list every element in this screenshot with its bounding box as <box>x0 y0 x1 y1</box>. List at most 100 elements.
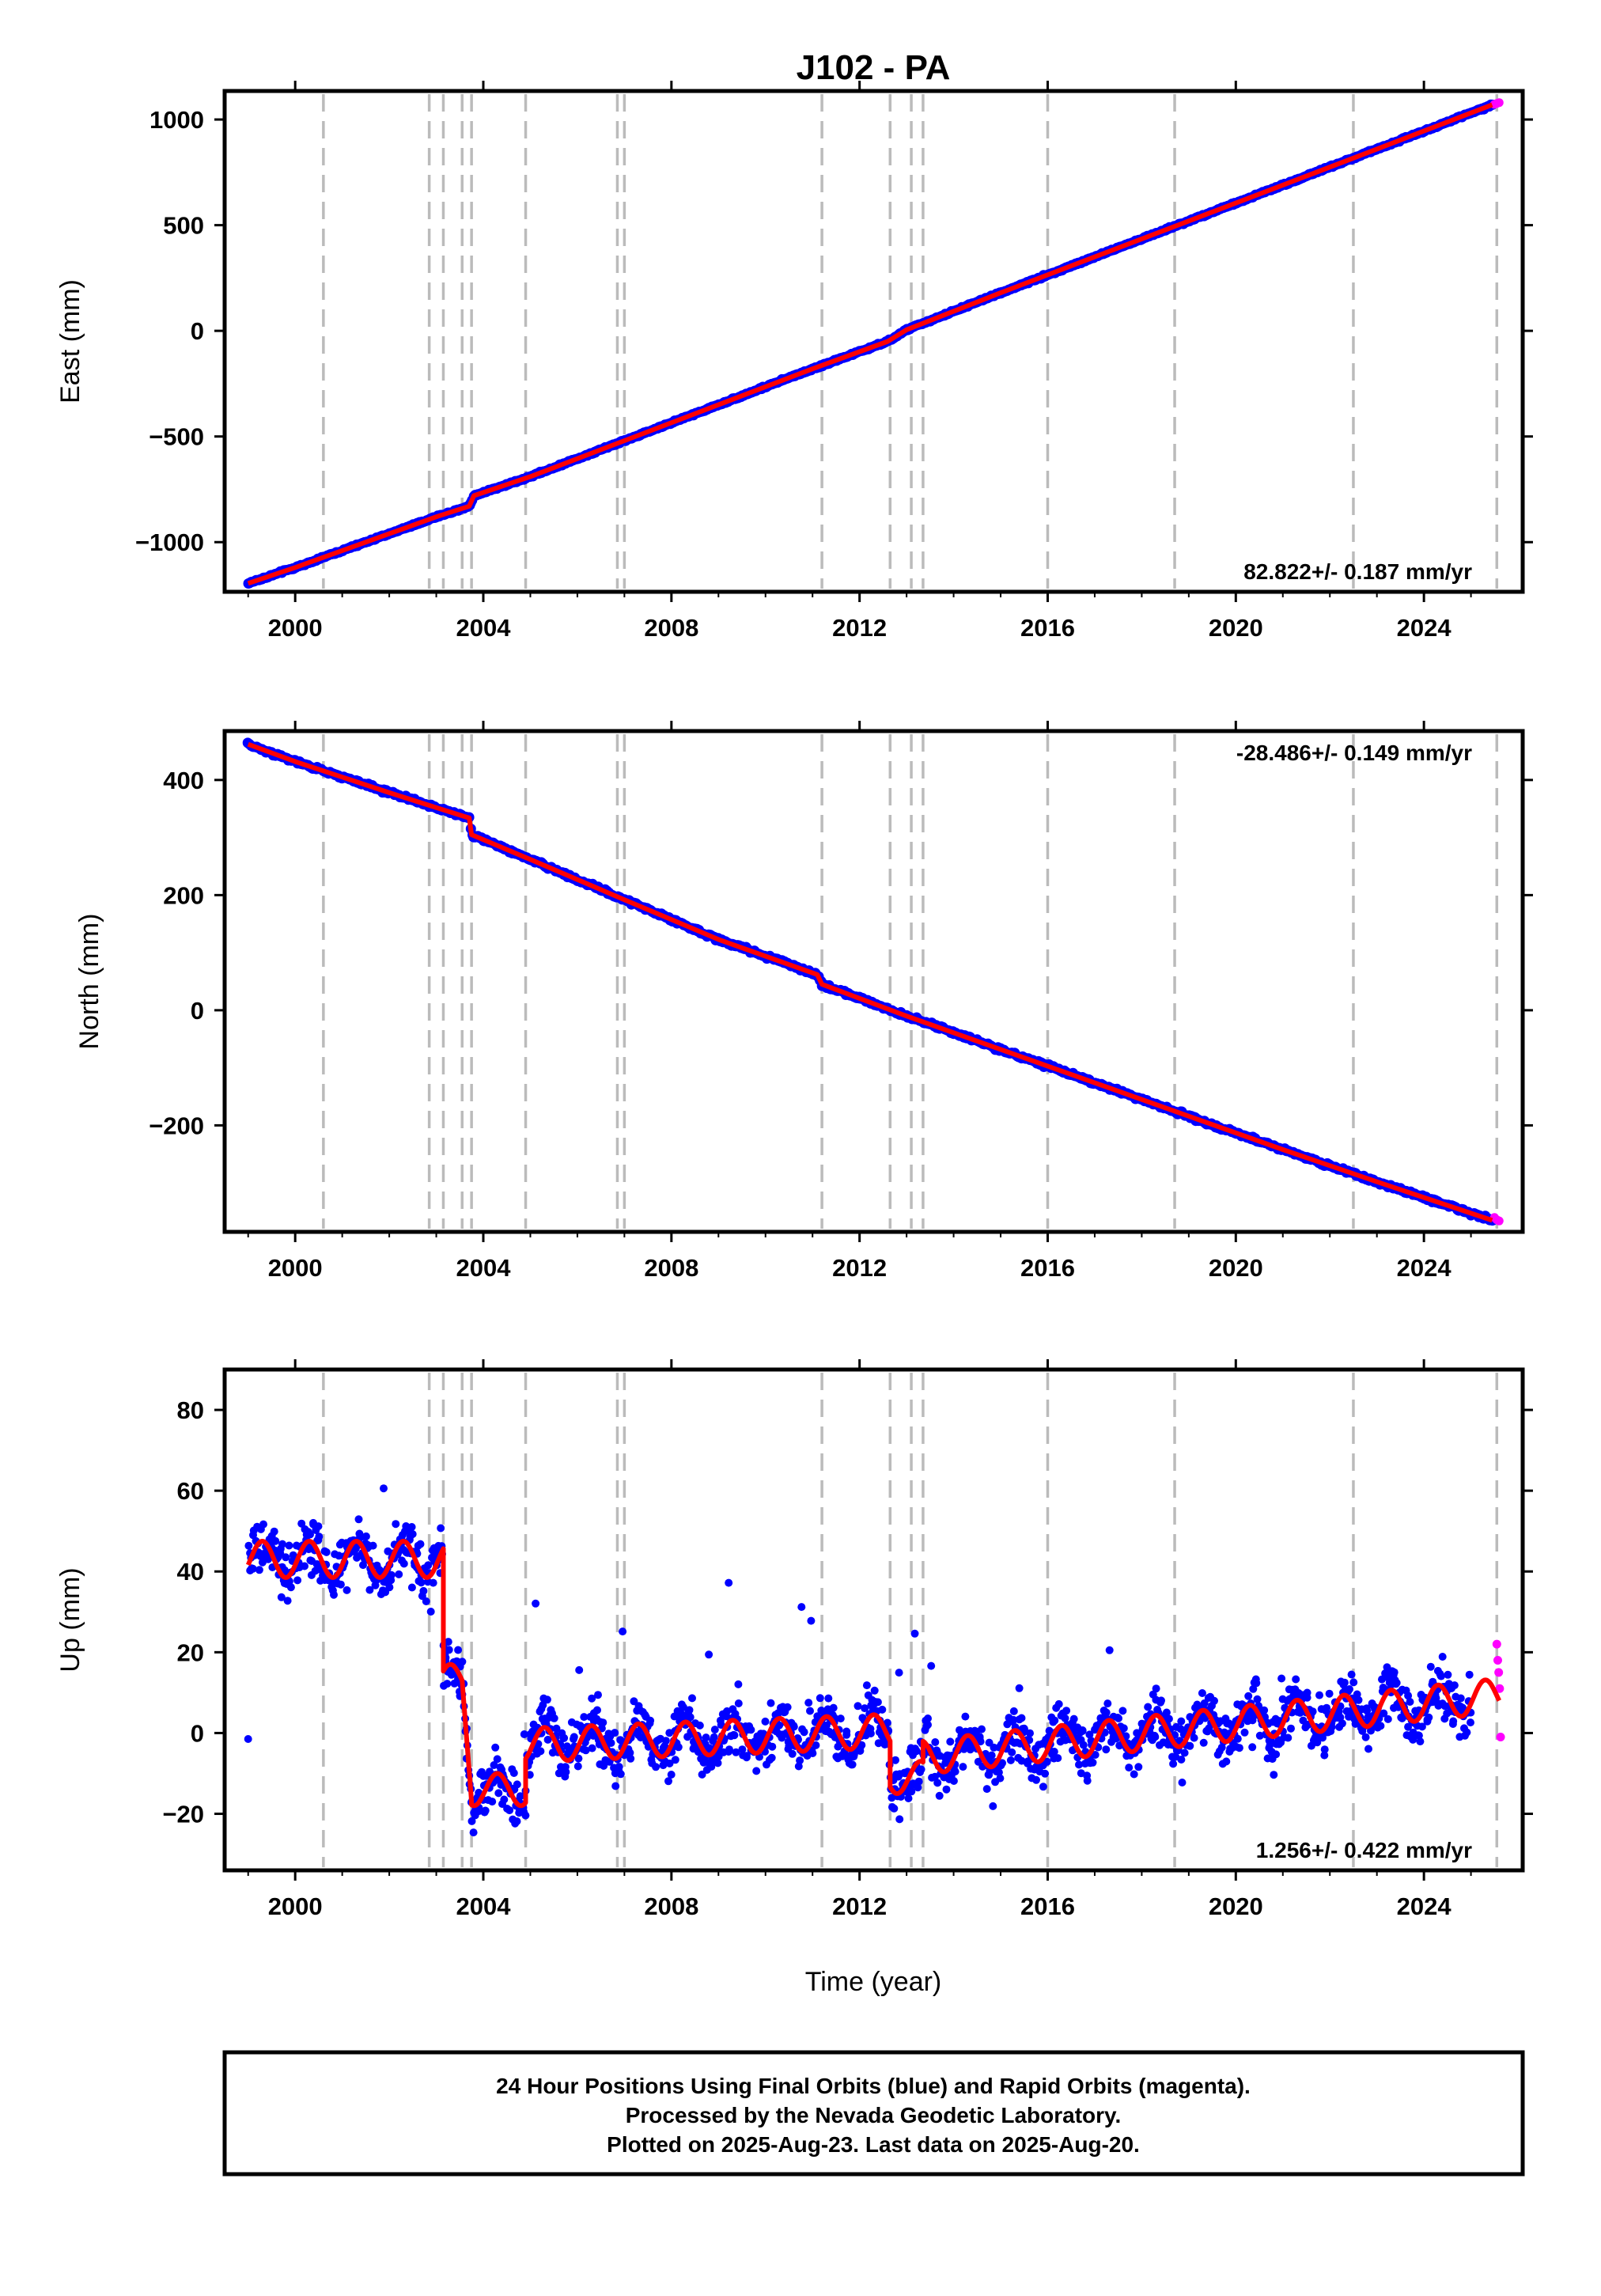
up-final-point <box>829 1703 838 1712</box>
up-final-point <box>513 1817 521 1825</box>
up-final-point <box>949 1777 958 1785</box>
up-panel-frame <box>222 1367 1525 1873</box>
north-x-tick-label: 2008 <box>644 1254 698 1282</box>
up-final-point <box>730 1731 739 1740</box>
up-final-point <box>1157 1696 1165 1705</box>
up-final-point <box>1032 1775 1040 1784</box>
up-final-point <box>1083 1776 1092 1785</box>
up-final-point <box>509 1769 518 1777</box>
up-y-tick-label: 0 <box>191 1719 204 1747</box>
up-final-point <box>1361 1733 1370 1741</box>
up-final-point <box>747 1726 755 1734</box>
north-rate-label: -28.486+/- 0.149 mm/yr <box>1236 741 1472 765</box>
up-final-point <box>1006 1756 1015 1764</box>
east-x-tick-label: 2012 <box>832 614 887 642</box>
up-final-point <box>978 1725 986 1733</box>
up-final-point <box>914 1777 923 1786</box>
up-final-point <box>1240 1728 1249 1737</box>
up-final-point <box>1078 1726 1087 1734</box>
up-final-point <box>426 1608 435 1616</box>
north-y-tick-label: 200 <box>163 881 204 909</box>
up-final-point <box>652 1763 660 1771</box>
up-final-point <box>1026 1729 1034 1737</box>
up-y-tick-label: 40 <box>177 1558 204 1586</box>
up-final-point <box>933 1779 942 1787</box>
up-final-point <box>536 1747 545 1756</box>
up-final-point <box>513 1780 521 1789</box>
x-axis-label: Time (year) <box>805 1967 942 1997</box>
north-x-tick-label: 2016 <box>1020 1254 1075 1282</box>
up-final-point <box>293 1576 302 1585</box>
up-final-point <box>1008 1748 1016 1756</box>
up-final-point <box>816 1694 824 1703</box>
up-final-point <box>761 1717 770 1726</box>
up-final-point <box>646 1716 655 1725</box>
up-final-point <box>380 1484 388 1493</box>
up-final-point <box>942 1785 951 1794</box>
up-final-point <box>705 1650 713 1659</box>
up-final-point <box>1287 1724 1295 1733</box>
up-final-point <box>1338 1719 1346 1728</box>
up-final-point <box>688 1694 696 1703</box>
up-final-point <box>500 1795 509 1804</box>
up-final-point <box>1041 1769 1050 1778</box>
up-final-point <box>931 1738 940 1746</box>
up-final-point <box>408 1530 417 1538</box>
up-final-point <box>734 1680 743 1688</box>
up-final-point <box>611 1782 620 1790</box>
up-final-point <box>255 1566 263 1574</box>
up-final-point <box>297 1519 306 1528</box>
footer-line-2: Processed by the Nevada Geodetic Laborat… <box>626 2103 1122 2127</box>
north-x-tick-label: 2024 <box>1397 1254 1452 1282</box>
up-final-point <box>766 1699 775 1707</box>
up-final-point <box>429 1578 437 1587</box>
up-final-point <box>283 1597 292 1605</box>
up-final-point <box>619 1627 627 1636</box>
up-final-point <box>1069 1714 1078 1723</box>
up-x-tick-label: 2004 <box>456 1892 512 1920</box>
up-final-point <box>270 1527 278 1536</box>
east-x-tick-label: 2000 <box>268 614 323 642</box>
up-final-point <box>437 1524 445 1533</box>
up-final-point <box>365 1586 374 1594</box>
up-final-point <box>1079 1741 1088 1749</box>
up-x-tick-label: 2012 <box>832 1892 887 1920</box>
up-final-point <box>1292 1675 1300 1684</box>
up-final-point <box>924 1714 932 1722</box>
up-x-tick-label: 2024 <box>1397 1892 1452 1920</box>
up-final-point <box>1467 1718 1474 1727</box>
up-final-point <box>1390 1668 1399 1677</box>
up-final-point <box>1186 1741 1194 1750</box>
up-final-point <box>1406 1698 1414 1706</box>
up-final-point <box>1272 1750 1281 1759</box>
up-final-point <box>315 1533 324 1541</box>
east-x-tick-label: 2020 <box>1209 614 1263 642</box>
up-final-point <box>1009 1707 1018 1715</box>
up-final-point <box>1303 1688 1311 1697</box>
up-final-point <box>444 1638 452 1646</box>
up-final-point <box>1444 1670 1452 1679</box>
up-final-point <box>264 1555 273 1563</box>
east-y-tick-label: 0 <box>191 317 204 345</box>
up-final-point <box>1235 1744 1243 1752</box>
north-y-tick-label: 400 <box>163 767 204 794</box>
up-final-point <box>306 1530 314 1539</box>
up-x-tick-label: 2020 <box>1209 1892 1263 1920</box>
up-final-point <box>989 1802 997 1810</box>
up-final-point <box>385 1583 394 1592</box>
up-final-point <box>322 1548 331 1556</box>
up-final-point <box>917 1765 925 1774</box>
up-final-point <box>611 1729 619 1737</box>
up-final-point <box>354 1515 363 1524</box>
up-final-point <box>768 1742 777 1751</box>
up-final-point <box>1450 1681 1459 1690</box>
up-final-point <box>575 1665 584 1674</box>
up-final-point <box>1144 1703 1152 1711</box>
up-final-point <box>488 1798 497 1806</box>
up-final-point <box>1088 1758 1097 1767</box>
up-final-point <box>1039 1783 1047 1791</box>
up-final-point <box>361 1532 370 1540</box>
north-panel-frame <box>222 729 1525 1234</box>
east-rate-label: 82.822+/- 0.187 mm/yr <box>1243 559 1472 584</box>
up-final-point <box>1364 1745 1372 1753</box>
